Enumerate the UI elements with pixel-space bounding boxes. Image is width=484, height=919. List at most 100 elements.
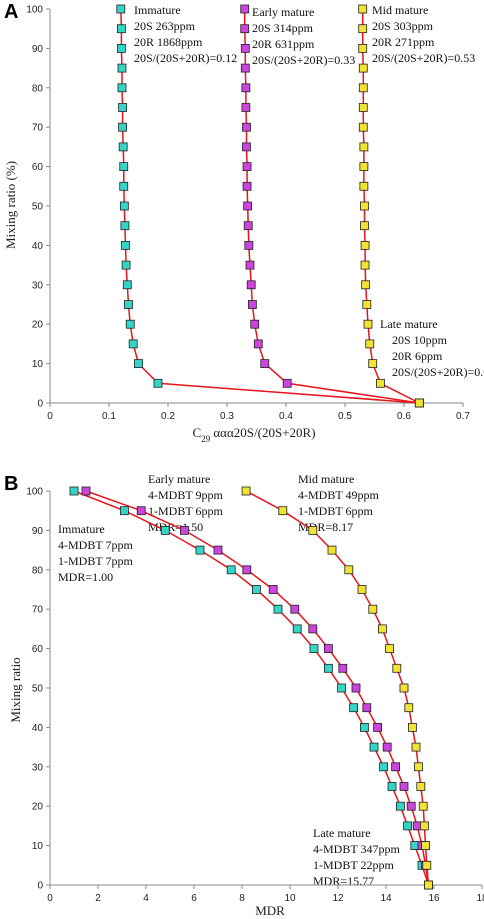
panel-a-y-tick-label: 70 <box>32 123 44 134</box>
panel-a-point-early-mature <box>246 280 256 290</box>
panel-a-point-immature <box>122 280 132 290</box>
panel-a-point-mid-mature <box>358 122 368 132</box>
panel-b-point-immature <box>309 644 319 653</box>
panel-a-point-immature <box>120 221 130 231</box>
panel-a-ylabel: Mixing ratio (%) <box>3 161 18 249</box>
panel-a-x-tick-label: 0.7 <box>456 411 470 422</box>
panel-a-point-immature <box>153 378 163 388</box>
panel-b-y-tick-label: 10 <box>32 841 44 852</box>
panel-a-x-tick-label: 0 <box>47 411 53 422</box>
panel-b-point-early-mature <box>290 604 300 614</box>
panel-a-point-immature <box>119 201 129 211</box>
panel-b-y-tick-label: 80 <box>32 565 44 576</box>
panel-b-point-mid-mature <box>344 565 354 575</box>
panel-b-x-tick-label: 0 <box>47 893 53 904</box>
panel-b-point-mid-mature <box>278 506 288 516</box>
panel-b-point-immature <box>379 762 389 772</box>
panel-a-point-mid-mature <box>358 103 368 112</box>
panel-a-point-early-mature <box>240 63 250 73</box>
panel-a-point-mid-mature <box>359 181 369 191</box>
panel-b-point-early-mature <box>213 545 223 555</box>
panel-b-point-immature <box>410 841 420 850</box>
panel-a-point-mid-mature <box>360 221 369 231</box>
panel-b-x-tick-label: 14 <box>380 893 392 904</box>
panel-b-point-mid-mature <box>413 762 423 772</box>
panel-b-point-early-mature <box>338 663 348 673</box>
panel-a-point-early-mature <box>282 378 292 388</box>
panel-b-point-immature <box>292 624 302 634</box>
panel-a-point-early-mature <box>243 201 253 211</box>
panel-b-point-immature <box>273 604 283 614</box>
panel-b-x-tick-label: 16 <box>428 893 440 904</box>
panel-a-annotation-early-mature: Early mature 20S 314ppm 20R 631ppm 20S/(… <box>252 5 355 67</box>
panel-a-point-mid-mature <box>359 162 369 172</box>
panel-b-point-early-mature <box>179 526 189 535</box>
panel-b-point-early-mature <box>308 624 318 634</box>
panel-b-y-tick-label: 70 <box>32 605 44 616</box>
panel-b-point-mid-mature <box>419 821 429 831</box>
panel-a-point-mid-mature <box>358 44 368 53</box>
panel-a-point-immature <box>118 122 127 132</box>
panel-b-point-early-mature <box>136 506 146 516</box>
panel-a-point-early-mature <box>253 339 263 349</box>
panel-a-point-mid-mature <box>365 339 375 349</box>
panel-a-y-tick-label: 40 <box>32 241 44 252</box>
panel-a-point-mid-mature <box>361 280 371 290</box>
panel-b-y-tick-label: 100 <box>26 487 43 498</box>
panel-b-point-mid-mature <box>407 723 417 732</box>
panel-a-point-mid-mature <box>368 359 378 369</box>
panel-a-x-tick-label: 0.5 <box>338 411 352 422</box>
panel-b-point-early-mature <box>268 585 278 594</box>
panel-a-xlabel: C29 ααα20S/(20S+20R) <box>192 425 315 444</box>
panel-b-x-tick-label: 12 <box>332 893 344 904</box>
panel-b-xlabel: MDR <box>255 903 285 918</box>
panel-b-point-mid-mature <box>357 585 367 594</box>
panel-b-point-mid-mature <box>422 860 432 870</box>
panel-a-point-immature <box>125 319 135 329</box>
panel-b-x-tick-label: 10 <box>284 893 296 904</box>
panel-a-y-tick-label: 90 <box>32 44 44 55</box>
panel-a-point-early-mature <box>242 162 252 172</box>
panel-a-annotation-mid-mature: Mid mature 20S 303ppm 20R 271ppm 20S/(20… <box>372 3 475 65</box>
panel-b-point-mid-mature <box>368 604 378 614</box>
panel-b-point-mid-mature <box>421 841 431 850</box>
panel-b-point-immature <box>160 526 170 535</box>
panel-b-y-tick-label: 90 <box>32 526 44 537</box>
panel-a-point-early-mature <box>247 300 257 309</box>
panel-b-annotation-early-mature: Early mature 4-MDBT 9ppm 1-MDBT 6ppm MDR… <box>148 472 226 534</box>
panel-b-point-immature <box>226 565 236 575</box>
panel-a-point-early-mature <box>242 122 251 132</box>
panel-b-point-immature <box>387 782 397 791</box>
panel-a-point-early-mature <box>244 240 254 250</box>
panel-b-y-tick-label: 60 <box>32 644 44 655</box>
panel-b-point-immature <box>195 545 205 555</box>
panel-b-point-mid-mature <box>392 663 402 673</box>
panel-a-point-mid-mature <box>358 83 368 93</box>
panel-b-point-early-mature <box>382 742 392 752</box>
panel-a-point-early-mature <box>242 181 252 191</box>
panel-a-point-immature <box>119 181 129 191</box>
panel-b-point-early-mature <box>362 703 372 713</box>
panel-a-point-early-mature <box>245 260 255 270</box>
panel-a-y-tick-label: 30 <box>32 280 44 291</box>
panel-a-point-early-mature <box>240 4 250 14</box>
panel-b-point-mid-mature <box>377 624 387 634</box>
panel-b-point-early-mature <box>242 565 252 575</box>
panel-a-point-early-mature <box>250 319 260 329</box>
panel-a-point-immature <box>124 300 133 309</box>
panel-a-point-early-mature <box>240 24 250 34</box>
panel-b-x-tick-label: 6 <box>191 893 197 904</box>
panel-b-point-mid-mature <box>404 703 414 713</box>
panel-b-annotation-late-mature: Late mature 4-MDBT 347ppm 1-MDBT 22ppm M… <box>313 826 403 888</box>
panel-b-point-immature <box>395 801 405 811</box>
panel-b-ylabel: Mixing ratio <box>8 657 23 722</box>
panel-a-x-tick-label: 0.3 <box>220 411 234 422</box>
panel-b-point-mid-mature <box>399 683 409 693</box>
panel-a-series-line-immature <box>120 8 420 404</box>
panel-a-point-mid-mature <box>362 300 372 309</box>
panel-a-point-immature <box>116 24 126 34</box>
panel-a-point-immature <box>117 83 127 93</box>
panel-b-x-tick-label: 18 <box>476 893 484 904</box>
